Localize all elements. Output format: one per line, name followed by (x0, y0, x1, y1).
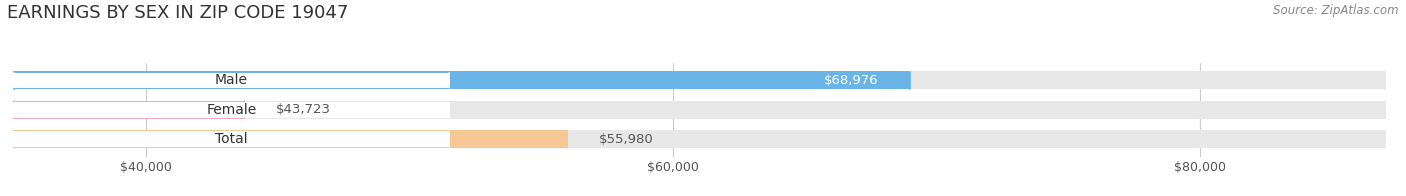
Bar (14, 131, 449, 147)
Bar (14, 101, 1385, 119)
Bar (14, 71, 910, 89)
Bar (14, 102, 449, 118)
Text: Total: Total (215, 132, 247, 146)
Text: Female: Female (207, 103, 257, 117)
Text: $43,723: $43,723 (276, 103, 330, 116)
Bar (14, 101, 245, 119)
Bar (14, 130, 567, 148)
Text: $68,976: $68,976 (824, 74, 879, 87)
Text: EARNINGS BY SEX IN ZIP CODE 19047: EARNINGS BY SEX IN ZIP CODE 19047 (7, 4, 349, 22)
Bar (14, 71, 1385, 89)
Bar (14, 130, 1385, 148)
Text: Source: ZipAtlas.com: Source: ZipAtlas.com (1274, 4, 1399, 17)
Text: Male: Male (215, 73, 247, 87)
Text: $55,980: $55,980 (599, 133, 654, 146)
Bar (14, 73, 449, 88)
